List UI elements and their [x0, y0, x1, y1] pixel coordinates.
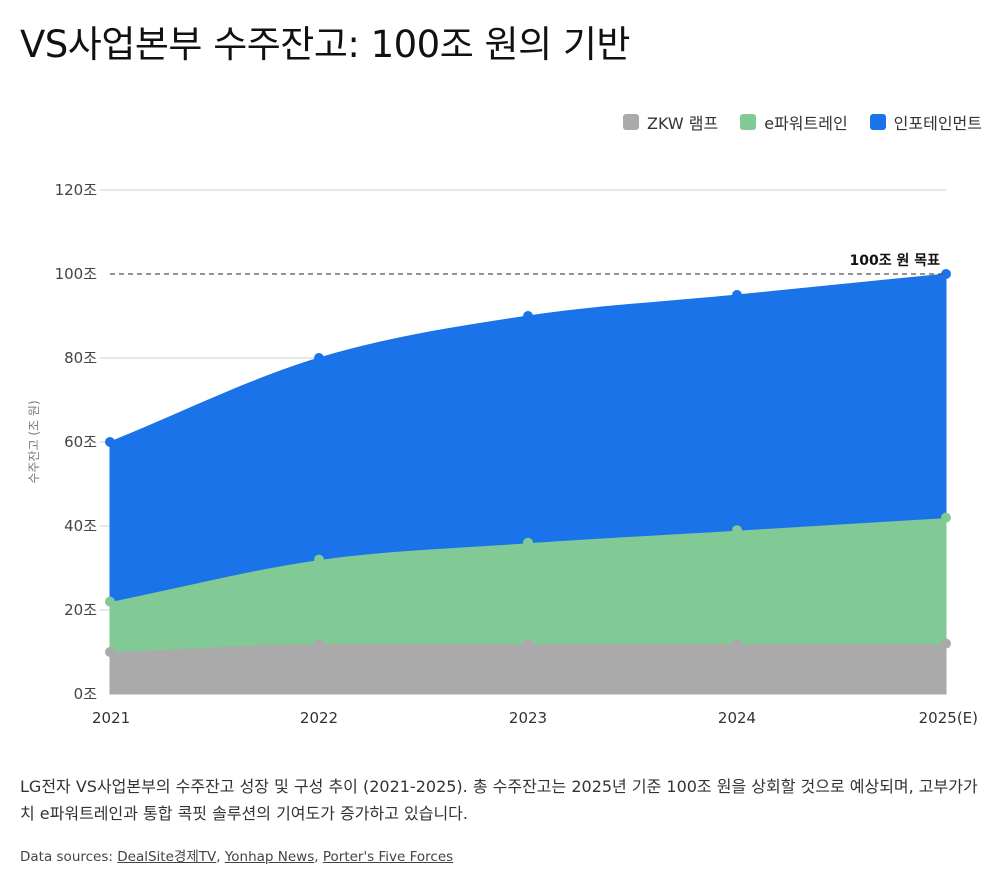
y-tick-label: 0조 [74, 685, 98, 703]
legend-label-zkw: ZKW 램프 [646, 114, 719, 133]
legend-item-epowertrain[interactable]: e파워트레인 [740, 110, 848, 134]
data-point-series-3 [523, 311, 533, 321]
y-tick-label: 120조 [55, 181, 98, 199]
source-link-dealsite[interactable]: DealSite경제TV [117, 849, 217, 865]
legend-item-infotainment[interactable]: 인포테인먼트 [869, 110, 982, 134]
area-series-3 [109, 273, 947, 603]
source-link-porter[interactable]: Porter's Five Forces [322, 849, 454, 865]
chart-title: VS사업본부 수주잔고: 100조 원의 기반 [20, 23, 630, 66]
area-series-1 [109, 643, 947, 695]
x-tick-label: 2024 [718, 709, 756, 727]
data-point-series-3 [105, 437, 115, 447]
target-reference-label: 100조 원 목표 [850, 253, 941, 269]
legend-item-zkw[interactable]: ZKW 램프 [622, 110, 719, 134]
y-axis-label: 수주잔고 (조 원) [27, 400, 41, 483]
data-point-series-3 [941, 269, 951, 279]
source-link-yonhap[interactable]: Yonhap News [224, 849, 315, 865]
y-tick-label: 20조 [64, 601, 97, 619]
data-point-series-2 [523, 537, 533, 548]
legend-label-infotainment: 인포테인먼트 [893, 114, 982, 133]
data-point-series-2 [941, 512, 951, 523]
data-point-series-1 [523, 638, 533, 649]
data-point-series-1 [941, 638, 951, 649]
legend-swatch-infotainment [869, 114, 886, 130]
data-point-series-2 [732, 525, 742, 536]
data-point-series-1 [105, 647, 115, 657]
data-point-series-2 [314, 554, 324, 565]
data-point-series-2 [105, 596, 115, 607]
y-tick-label: 80조 [64, 349, 97, 367]
data-point-series-3 [732, 290, 742, 300]
data-sources: Data sources: DealSite경제TV, Yonhap News,… [20, 849, 454, 865]
chart-caption: LG전자 VS사업본부의 수주잔고 성장 및 구성 추이 (2021-2025)… [20, 777, 978, 823]
x-tick-label: 2025(E) [919, 709, 978, 727]
legend: ZKW 램프 e파워트레인 인포테인먼트 [622, 110, 982, 134]
y-tick-label: 40조 [64, 517, 97, 535]
data-point-series-3 [314, 353, 324, 363]
legend-swatch-zkw [622, 114, 639, 130]
x-tick-label: 2021 [92, 709, 130, 727]
legend-label-epowertrain: e파워트레인 [764, 114, 848, 133]
y-tick-label: 100조 [55, 265, 98, 283]
x-tick-label: 2023 [509, 709, 547, 727]
area-chart: 0조 20조 40조 60조 80조 100조 120조 100조 원 목표 2021 2022 2… [27, 181, 978, 727]
data-point-series-1 [314, 638, 324, 649]
sources-prefix: Data sources: [20, 849, 113, 865]
x-tick-label: 2022 [300, 709, 338, 727]
y-tick-label: 60조 [64, 433, 97, 451]
data-point-series-1 [732, 638, 742, 649]
legend-swatch-epowertrain [740, 114, 757, 130]
